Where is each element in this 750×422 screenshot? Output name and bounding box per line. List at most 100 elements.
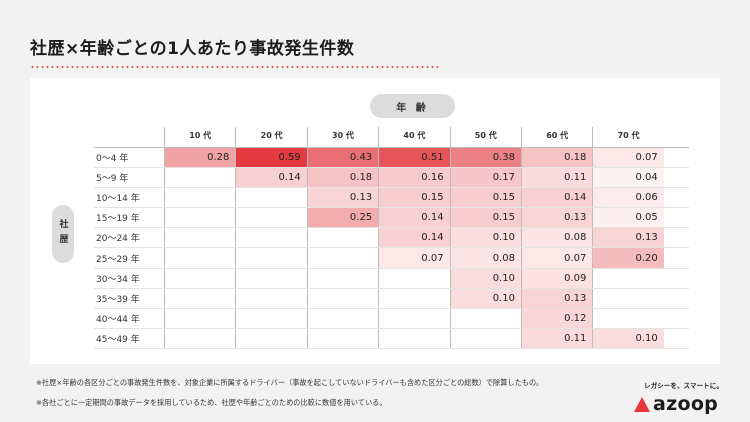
- row-label: 40〜44 年: [96, 314, 140, 325]
- row-label: 15〜19 年: [96, 214, 140, 225]
- heatmap-cell: 0.14: [235, 168, 307, 188]
- heatmap-cell: 0.25: [306, 208, 379, 228]
- heatmap-cell: [164, 208, 235, 228]
- logo-triangle-icon: [634, 396, 650, 412]
- heatmap-cell: [592, 288, 663, 308]
- row-label: 10〜14 年: [96, 194, 140, 205]
- heatmap-cell: 0.13: [520, 288, 593, 308]
- footnote: ※社歴×年齢の各区分ごとの事故発生件数を、対象企業に所属するドライバー（事故を起…: [36, 378, 544, 387]
- chart-panel: 年 齢 社歴 10 代 20 代 30 代 40 代 50 代 60 代 70 代 0〜4 年…: [30, 78, 720, 364]
- row-label: 25〜29 年: [96, 254, 140, 265]
- heatmap-cell: [306, 268, 378, 288]
- heatmap-cell: 0.14: [378, 208, 450, 228]
- brand-logo: レガシーを、スマートに。 azoop: [634, 380, 723, 415]
- heatmap-cell: [306, 248, 378, 268]
- heatmap-cell: [378, 288, 449, 308]
- column-header: 10 代: [164, 127, 235, 147]
- heatmap-cell: [164, 308, 235, 328]
- heatmap-cell: 0.07: [378, 248, 450, 268]
- title-underline: [30, 66, 440, 68]
- table-row: 30〜34 年 0.10 0.09: [94, 268, 689, 289]
- heatmap-cell: 0.14: [378, 228, 450, 248]
- footnote: ※各社ごとに一定期間の事故データを採用しているため、社歴や年齢ごとのための比較に…: [36, 398, 387, 407]
- heatmap-cell: [235, 308, 306, 328]
- y-axis-title: 社歴: [52, 205, 74, 263]
- brand-name: azoop: [653, 393, 719, 415]
- heatmap-cell: 0.17: [449, 168, 521, 188]
- heatmap-cell: [235, 228, 306, 248]
- column-header: 40 代: [378, 127, 449, 147]
- table-row: 10〜14 年 0.13 0.15 0.15 0.14 0.06: [94, 188, 689, 209]
- column-header: 50 代: [449, 127, 521, 147]
- heatmap-cell: [164, 228, 235, 248]
- logo: azoop: [634, 393, 723, 415]
- heatmap-cell: [449, 308, 521, 328]
- row-label: 0〜4 年: [96, 154, 129, 165]
- table-row: 45〜49 年 0.11 0.10: [94, 328, 689, 349]
- heatmap-cell: 0.18: [306, 168, 379, 188]
- heatmap-cell: [306, 328, 378, 348]
- row-label: 30〜34 年: [96, 274, 140, 285]
- column-header: 30 代: [306, 127, 378, 147]
- heatmap-cell: 0.10: [449, 228, 521, 248]
- row-label: 45〜49 年: [96, 334, 140, 345]
- heatmap-cell: [164, 288, 235, 308]
- heatmap-cell: [306, 288, 378, 308]
- heatmap-table: 10 代 20 代 30 代 40 代 50 代 60 代 70 代 0〜4 年 0.28 0.5…: [94, 127, 689, 349]
- heatmap-cell: 0.10: [449, 268, 521, 288]
- corner-cell: [94, 127, 164, 147]
- heatmap-cell: 0.10: [449, 288, 521, 308]
- heatmap-cell: 0.11: [520, 168, 593, 188]
- page-title: 社歴×年齢ごとの1人あたり事故発生件数: [30, 39, 355, 59]
- heatmap-cell: [235, 248, 306, 268]
- heatmap-cell: 0.08: [520, 228, 593, 248]
- heatmap-cell: [378, 308, 449, 328]
- heatmap-cell: 0.15: [378, 188, 450, 208]
- heatmap-cell: 0.51: [378, 148, 450, 168]
- column-header: 60 代: [520, 127, 592, 147]
- heatmap-cell: 0.10: [592, 328, 664, 348]
- heatmap-cell: 0.16: [378, 168, 450, 188]
- heatmap-cell: 0.11: [520, 328, 593, 348]
- heatmap-cell: [306, 228, 378, 248]
- heatmap-cell: 0.14: [520, 188, 593, 208]
- heatmap-cell: [164, 248, 235, 268]
- heatmap-cell: 0.15: [449, 208, 521, 228]
- row-label: 35〜39 年: [96, 294, 140, 305]
- heatmap-cell: 0.43: [306, 148, 379, 168]
- heatmap-cell: [378, 328, 449, 348]
- header-row: 10 代 20 代 30 代 40 代 50 代 60 代 70 代: [94, 127, 689, 148]
- heatmap-cell: 0.13: [520, 208, 593, 228]
- heatmap-cell: [235, 288, 306, 308]
- heatmap-cell: [449, 328, 521, 348]
- column-header: 70 代: [592, 127, 663, 147]
- table-row: 25〜29 年 0.07 0.08 0.07 0.20: [94, 248, 689, 269]
- table-row: 5〜9 年 0.14 0.18 0.16 0.17 0.11 0.04: [94, 168, 689, 189]
- brand-tagline: レガシーを、スマートに。: [644, 382, 723, 390]
- footnotes: ※社歴×年齢の各区分ごとの事故発生件数を、対象企業に所属するドライバー（事故を起…: [36, 373, 543, 413]
- table-row: 15〜19 年 0.25 0.14 0.15 0.13 0.05: [94, 208, 689, 229]
- heatmap-cell: 0.13: [592, 228, 664, 248]
- heatmap-cell: [164, 188, 235, 208]
- heatmap-cell: 0.06: [592, 188, 664, 208]
- heatmap-cell: [592, 268, 663, 288]
- heatmap-cell: [235, 268, 306, 288]
- column-header: 20 代: [235, 127, 306, 147]
- heatmap-cell: 0.09: [520, 268, 593, 288]
- table-row: 20〜24 年 0.14 0.10 0.08 0.13: [94, 228, 689, 249]
- table-row: 35〜39 年 0.10 0.13: [94, 288, 689, 309]
- heatmap-cell: 0.12: [520, 308, 593, 328]
- heatmap-cell: [164, 168, 235, 188]
- row-label: 5〜9 年: [96, 174, 129, 185]
- heatmap-cell: 0.07: [592, 148, 664, 168]
- heatmap-cell: [164, 328, 235, 348]
- heatmap-cell: [235, 188, 306, 208]
- heatmap-cell: 0.13: [306, 188, 379, 208]
- x-axis-title: 年 齢: [370, 94, 455, 118]
- heatmap-cell: [378, 268, 449, 288]
- heatmap-cell: 0.18: [520, 148, 593, 168]
- heatmap-cell: 0.05: [592, 208, 664, 228]
- heatmap-cell: [164, 268, 235, 288]
- heatmap-cell: [235, 328, 306, 348]
- heatmap-cell: 0.28: [164, 148, 236, 168]
